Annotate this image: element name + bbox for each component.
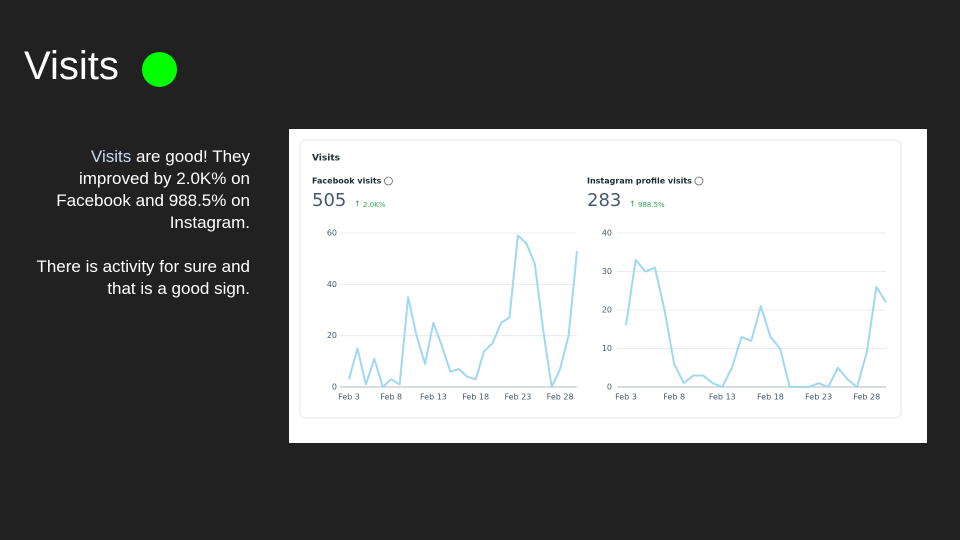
x-tick-label: Feb 8 bbox=[380, 393, 402, 402]
highlight: Visits bbox=[90, 147, 132, 166]
y-tick-label: 20 bbox=[327, 331, 337, 340]
chart-title: Facebook visits bbox=[312, 177, 382, 186]
y-tick-label: 0 bbox=[332, 383, 337, 392]
y-tick-label: 40 bbox=[602, 229, 612, 238]
y-tick-label: 20 bbox=[602, 306, 612, 315]
slide-title: Visits bbox=[24, 44, 119, 88]
x-tick-label: Feb 3 bbox=[615, 393, 637, 402]
x-tick-label: Feb 13 bbox=[709, 393, 736, 402]
note-paragraph: Visits are good! They improved by 2.0K% … bbox=[30, 146, 250, 234]
x-tick-label: Feb 18 bbox=[462, 393, 489, 402]
change-arrow: ↑ bbox=[354, 200, 361, 209]
y-tick-label: 30 bbox=[602, 267, 612, 276]
x-tick-label: Feb 3 bbox=[338, 393, 360, 402]
x-tick-label: Feb 18 bbox=[757, 393, 784, 402]
total: 505 bbox=[312, 190, 346, 211]
chart-title: Instagram profile visits bbox=[587, 177, 692, 186]
notes: Visits are good! They improved by 2.0K% … bbox=[30, 146, 250, 322]
x-tick-label: Feb 23 bbox=[504, 393, 531, 402]
x-tick-label: Feb 23 bbox=[805, 393, 832, 402]
status-dot bbox=[142, 52, 177, 87]
y-tick-label: 40 bbox=[327, 280, 337, 289]
y-tick-label: 10 bbox=[602, 344, 612, 353]
x-tick-label: Feb 28 bbox=[547, 393, 574, 402]
info-icon bbox=[384, 176, 393, 186]
y-tick-label: 0 bbox=[607, 383, 612, 392]
card-title: Visits bbox=[312, 154, 340, 164]
x-tick-label: Feb 13 bbox=[420, 393, 447, 402]
x-tick-label: Feb 28 bbox=[853, 393, 880, 402]
note-text: are good! They improved by 2.0K% on Face… bbox=[56, 147, 250, 232]
change: 988.5% bbox=[638, 201, 665, 209]
data-line bbox=[348, 234, 578, 388]
y-tick-label: 60 bbox=[327, 229, 337, 238]
change-arrow: ↑ bbox=[629, 200, 636, 209]
data-line bbox=[625, 258, 887, 388]
note-paragraph: There is activity for sure and that is a… bbox=[36, 257, 250, 298]
total: 283 bbox=[587, 190, 621, 211]
info-icon bbox=[694, 176, 704, 186]
change: 2.0K% bbox=[363, 201, 386, 209]
x-tick-label: Feb 8 bbox=[663, 393, 685, 402]
